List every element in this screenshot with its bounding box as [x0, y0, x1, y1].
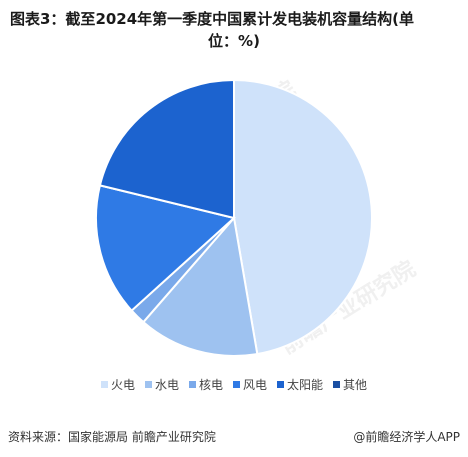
- legend-item: 太阳能: [277, 376, 323, 393]
- title-line-2: 位：%): [208, 32, 260, 50]
- source-note: 资料来源：国家能源局 前瞻产业研究院: [8, 430, 216, 444]
- chart-title: 图表3：截至2024年第一季度中国累计发电装机容量结构(单 位：%): [10, 8, 458, 52]
- legend-label: 火电: [110, 378, 135, 392]
- legend-swatch: [333, 381, 341, 388]
- brand-label: @前瞻经济学人APP: [353, 430, 460, 444]
- chart-legend: 火电 水电 核电 风电 太阳能 其他: [0, 376, 468, 393]
- pie-slice-1: [233, 78, 373, 356]
- legend-label: 水电: [154, 378, 179, 392]
- legend-swatch: [188, 381, 196, 388]
- legend-item: 风电: [233, 376, 267, 393]
- title-line-1: 图表3：截至2024年第一季度中国累计发电装机容量结构(单: [10, 10, 415, 28]
- pie-slice-5: [98, 78, 235, 220]
- legend-label: 其他: [343, 378, 368, 392]
- legend-label: 核电: [198, 378, 223, 392]
- pie-chart: [95, 78, 373, 357]
- legend-label: 太阳能: [287, 378, 324, 392]
- footer: 资料来源：国家能源局 前瞻产业研究院 @前瞻经济学人APP: [8, 428, 460, 445]
- legend-item: 火电: [100, 376, 135, 393]
- legend-item: 其他: [333, 376, 367, 393]
- pie-slice-4: [95, 184, 237, 312]
- legend-swatch: [233, 381, 240, 388]
- pie-slice-2: [141, 215, 259, 357]
- legend-swatch: [100, 381, 108, 388]
- legend-item: 核电: [188, 376, 223, 393]
- legend-swatch: [144, 381, 152, 388]
- legend-item: 水电: [144, 376, 179, 393]
- legend-label: 风电: [243, 378, 268, 392]
- legend-swatch: [277, 381, 285, 388]
